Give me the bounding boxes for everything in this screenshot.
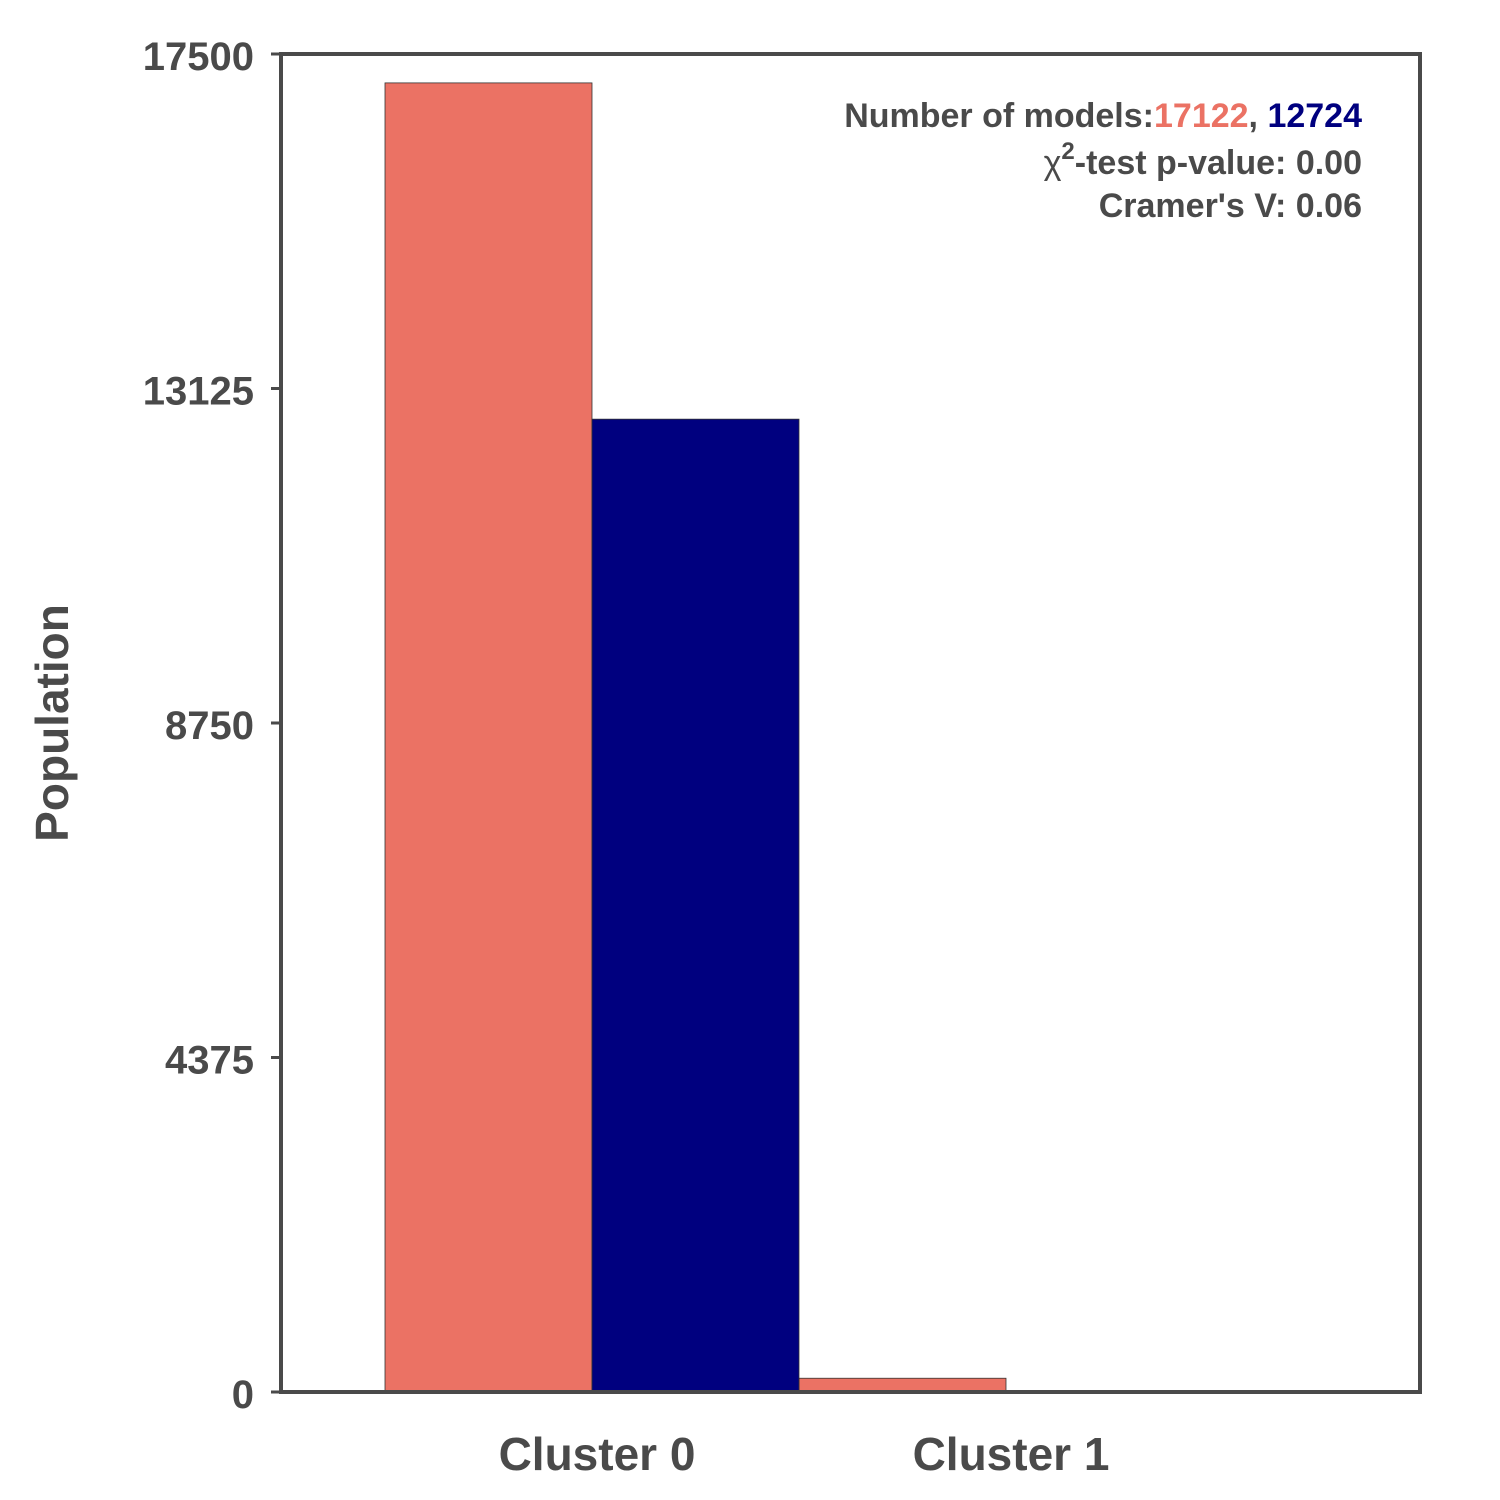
models-count-2: 12724	[1267, 97, 1362, 135]
y-tick-label: 8750	[165, 704, 254, 748]
models-count-1: 17122	[1154, 97, 1249, 135]
y-tick-label: 13125	[143, 370, 254, 414]
y-axis-ticks: 0 4375 8750 13125 17500	[143, 35, 281, 1417]
y-axis-label: Population	[26, 604, 78, 842]
bar-cluster-0-series-1	[384, 82, 593, 1393]
x-tick-label: Cluster 1	[913, 1428, 1110, 1480]
x-tick-label: Cluster 0	[499, 1428, 696, 1480]
stats-annotation: Number of models:17122, 12724 χ2-test p-…	[844, 97, 1362, 225]
y-tick-label: 4375	[165, 1039, 254, 1083]
bars-group	[384, 82, 1007, 1393]
chi-square-line: χ2-test p-value: 0.00	[1044, 138, 1362, 182]
models-prefix: Number of models:	[844, 97, 1154, 135]
y-tick-label: 17500	[143, 35, 254, 79]
models-separator: ,	[1249, 97, 1268, 135]
bar-cluster-1-series-1	[798, 1377, 1007, 1393]
cramers-v-line: Cramer's V: 0.06	[1099, 187, 1362, 225]
x-axis-ticks: Cluster 0 Cluster 1	[499, 1428, 1110, 1480]
bar-cluster-0-series-2	[591, 418, 800, 1393]
models-count-line: Number of models:17122, 12724	[844, 97, 1362, 135]
y-tick-label: 0	[232, 1373, 254, 1417]
chi-symbol: χ	[1044, 144, 1062, 182]
chi-rest: -test p-value: 0.00	[1075, 144, 1362, 182]
chi-superscript: 2	[1061, 138, 1074, 165]
